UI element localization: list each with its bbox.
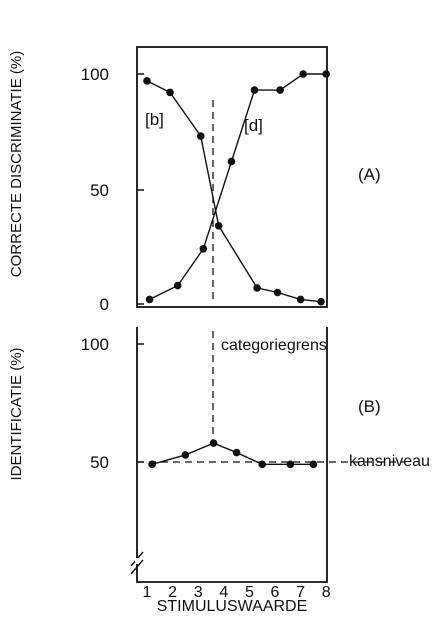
panel-b-axes: [136, 327, 328, 583]
x-tick-label-2: 2: [168, 584, 177, 601]
series-b-point-5: [253, 284, 261, 292]
category-boundary-label: categoriegrens: [221, 337, 327, 354]
identification-point-5: [258, 460, 267, 469]
identification-point-7: [309, 460, 318, 469]
series-b-point-2: [166, 88, 174, 97]
series-d-point-4: [227, 157, 236, 166]
series-d-point-8: [322, 70, 331, 78]
series-b-point-7: [296, 295, 305, 304]
identification-point-2: [181, 451, 190, 459]
series-b-point-6: [273, 288, 282, 297]
series-d-point-3: [199, 245, 208, 253]
identification-point-4: [232, 448, 241, 457]
panel-b-break-gap: [135, 558, 139, 564]
series-b-point-1: [143, 77, 151, 85]
panel-b-y-axis-title: IDENTIFICATIE (%): [8, 347, 25, 480]
panel-b-ytick-label-100: 100: [81, 335, 109, 354]
series-d-line: [149, 73, 327, 301]
series-b-point-8: [317, 297, 325, 306]
series-label-d: [d]: [244, 116, 263, 135]
series-d-point-2: [173, 281, 182, 290]
identification-point-3: [209, 439, 218, 447]
panel-a-label: (A): [358, 165, 381, 184]
series-d-point-7: [299, 70, 307, 78]
panel-a-ytick-label-100: 100: [81, 65, 109, 84]
chance-level-label: kansniveau: [349, 453, 430, 470]
panel-b-label: (B): [358, 397, 381, 416]
series-b-line: [146, 80, 322, 303]
panel-a-y-axis-title: CORRECTE DISCRIMINATIE (%): [8, 51, 25, 277]
x-tick-label-8: 8: [322, 584, 331, 601]
x-tick-label-1: 1: [143, 584, 152, 601]
series-b-point-4: [214, 222, 223, 230]
x-tick-label-4: 4: [219, 584, 228, 601]
identification-point-1: [148, 460, 156, 469]
identification-point-6: [286, 460, 295, 469]
series-label-b: [b]: [145, 110, 164, 129]
panel-a-marks: [143, 70, 331, 306]
x-tick-label-7: 7: [296, 584, 305, 601]
series-d-point-1: [145, 295, 154, 304]
panel-b-marks: [148, 439, 318, 469]
panel-b-axis-break-2: [130, 559, 144, 575]
series-d-point-5: [250, 86, 259, 94]
panel-a-frame: [136, 46, 328, 308]
panel-b-ytick-label-50: 50: [90, 453, 109, 472]
x-tick-label-5: 5: [245, 584, 254, 601]
x-axis-title: STIMULUSWAARDE: [157, 598, 308, 615]
panel-a: 100 50 0 [b] [d] (A): [81, 46, 381, 314]
panel-a-ytick-label-0: 0: [100, 295, 109, 314]
x-tick-label-6: 6: [271, 584, 280, 601]
series-d-point-6: [276, 86, 284, 94]
series-b-point-3: [196, 132, 205, 140]
panel-a-ytick-label-50: 50: [90, 181, 109, 200]
x-tick-label-3: 3: [194, 584, 203, 601]
